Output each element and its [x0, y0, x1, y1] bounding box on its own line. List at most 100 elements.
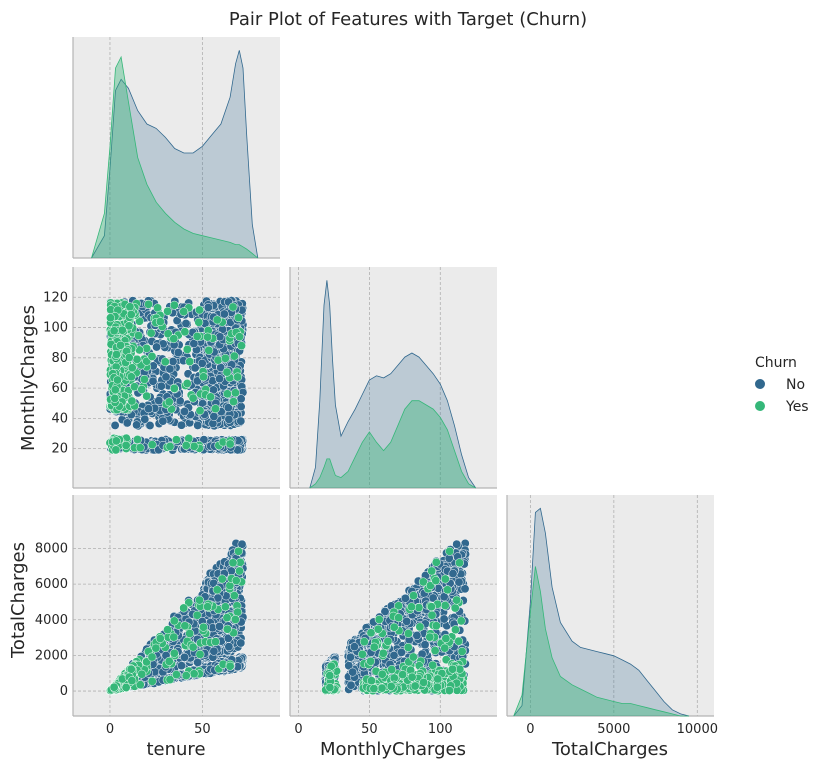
- scatter-point-no: [346, 680, 356, 690]
- scatter-point-yes: [126, 310, 136, 319]
- scatter-point-yes: [135, 316, 144, 326]
- scatter-point-no: [197, 358, 207, 368]
- scatter-point-yes: [163, 306, 173, 316]
- scatter-point-yes: [135, 443, 145, 453]
- scatter-point-no: [203, 303, 213, 312]
- scatter-point-no: [180, 407, 189, 416]
- scatter-point-no: [173, 348, 183, 358]
- scatter-point-yes: [117, 325, 127, 335]
- scatter-point-yes: [188, 393, 198, 403]
- scatter-point-no: [161, 372, 171, 382]
- scatter-point-yes: [180, 327, 190, 337]
- scatter-point-no: [168, 357, 178, 366]
- scatter-point-no: [452, 539, 462, 549]
- scatter-point-no: [110, 420, 120, 430]
- scatter-point-yes: [211, 637, 220, 647]
- scatter-point-yes: [169, 383, 179, 393]
- scatter-point-yes: [125, 302, 135, 312]
- scatter-point-no: [177, 420, 186, 430]
- scatter-point-yes: [225, 661, 235, 671]
- scatter-point-yes: [151, 643, 161, 653]
- scatter-point-no: [132, 420, 142, 430]
- scatter-point-yes: [212, 585, 222, 595]
- scatter-point-no: [122, 418, 132, 428]
- scatter-point-yes: [222, 624, 232, 634]
- scatter-point-yes: [212, 315, 222, 325]
- scatter-point-no: [236, 638, 246, 648]
- panel-monthlycharges-vs-tenure: [72, 267, 280, 489]
- scatter-point-yes: [233, 372, 243, 382]
- scatter-point-yes: [142, 343, 152, 353]
- scatter-point-yes: [220, 602, 230, 612]
- scatter-point-no: [402, 616, 412, 626]
- scatter-point-no: [219, 309, 229, 319]
- scatter-point-no: [215, 621, 224, 631]
- scatter-point-yes: [169, 300, 179, 310]
- scatter-point-yes: [228, 302, 238, 312]
- scatter-point-yes: [235, 332, 244, 342]
- scatter-point-yes: [203, 332, 213, 342]
- scatter-point-yes: [230, 388, 240, 398]
- scatter-point-yes: [137, 669, 147, 679]
- scatter-point-no: [177, 661, 186, 671]
- scatter-point-no: [140, 414, 150, 424]
- scatter-point-yes: [228, 558, 238, 568]
- panel-totalcharges-vs-tenure: [72, 495, 280, 717]
- scatter-point-no: [193, 420, 203, 430]
- scatter-point-yes: [109, 326, 119, 336]
- scatter-point-yes: [181, 441, 191, 450]
- scatter-point-yes: [185, 629, 195, 638]
- scatter-point-yes: [137, 385, 147, 394]
- scatter-point-yes: [211, 404, 220, 414]
- scatter-point-yes: [199, 622, 208, 632]
- scatter-point-yes: [179, 307, 189, 317]
- scatter-point-yes: [230, 615, 240, 624]
- scatter-point-no: [224, 642, 234, 652]
- scatter-point-yes: [124, 353, 134, 363]
- scatter-point-yes: [220, 353, 230, 363]
- scatter-point-no: [215, 374, 224, 384]
- scatter-point-yes: [192, 610, 202, 620]
- scatter-point-yes: [165, 675, 175, 685]
- scatter-point-yes: [213, 355, 223, 365]
- scatter-point-yes: [171, 435, 181, 445]
- scatter-point-yes: [231, 576, 241, 586]
- scatter-point-no: [215, 332, 225, 342]
- scatter-point-no: [412, 631, 422, 640]
- scatter-point-yes: [144, 299, 153, 309]
- scatter-point-yes: [235, 566, 244, 576]
- scatter-point-no: [224, 414, 234, 424]
- scatter-point-yes: [110, 393, 120, 403]
- scatter-point-yes: [189, 669, 199, 679]
- scatter-point-yes: [147, 351, 157, 361]
- kde-area-yes: [91, 57, 258, 258]
- scatter-point-no: [180, 652, 189, 662]
- scatter-point-yes: [132, 354, 142, 364]
- scatter-point-yes: [169, 632, 179, 642]
- scatter-point-yes: [164, 397, 174, 407]
- scatter-point-yes: [126, 372, 136, 382]
- scatter-point-yes: [112, 350, 121, 359]
- scatter-point-yes: [225, 439, 235, 449]
- scatter-point-yes: [110, 385, 120, 395]
- scatter-point-no: [144, 404, 154, 414]
- scatter-point-yes: [180, 621, 190, 631]
- kde-line-yes: [91, 55, 259, 259]
- scatter-point-yes: [237, 341, 246, 351]
- panel-totalcharges-vs-monthlycharges: [289, 495, 497, 717]
- scatter-point-yes: [169, 334, 179, 344]
- scatter-point-yes: [147, 440, 157, 450]
- scatter-point-no: [460, 584, 470, 594]
- scatter-point-no: [223, 403, 233, 413]
- scatter-point-yes: [195, 649, 205, 659]
- scatter-point-yes: [134, 331, 143, 341]
- scatter-point-no: [192, 376, 202, 386]
- scatter-point-yes: [116, 340, 125, 350]
- scatter-point-yes: [127, 676, 137, 686]
- scatter-point-yes: [234, 313, 243, 323]
- scatter-point-no: [152, 342, 162, 352]
- scatter-point-yes: [222, 367, 232, 377]
- scatter-point-yes: [195, 305, 204, 315]
- scatter-point-no: [154, 396, 164, 406]
- scatter-point-no: [165, 364, 175, 374]
